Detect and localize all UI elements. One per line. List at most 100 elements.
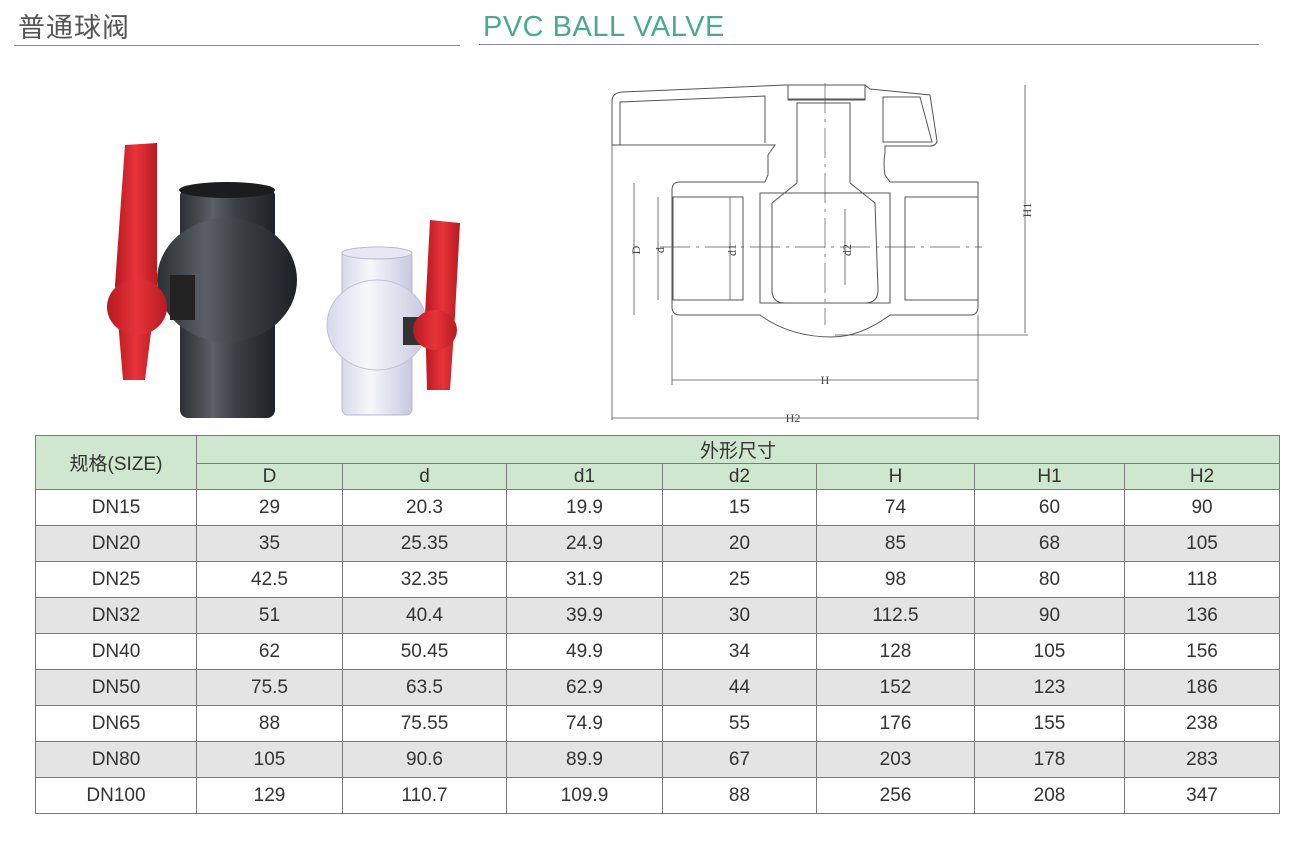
value-cell: 68 <box>974 525 1125 562</box>
value-cell: 80 <box>974 561 1125 598</box>
value-cell: 15 <box>662 489 817 526</box>
dim-label-H1: H1 <box>1020 203 1034 218</box>
value-cell: 55 <box>662 705 817 742</box>
column-header-d: d <box>342 463 507 490</box>
value-cell: 74 <box>816 489 975 526</box>
value-cell: 203 <box>816 741 975 778</box>
value-cell: 88 <box>196 705 343 742</box>
clear-valve-image <box>326 220 460 416</box>
value-cell: 31.9 <box>506 561 663 598</box>
table-row: DN15 29 20.3 19.9 15 74 60 90 <box>35 489 1281 526</box>
value-cell: 25.35 <box>342 525 507 562</box>
value-cell: 62 <box>196 633 343 670</box>
size-cell: DN40 <box>35 633 197 670</box>
value-cell: 75.5 <box>196 669 343 706</box>
column-header-h1: H1 <box>974 463 1125 490</box>
value-cell: 118 <box>1123 561 1281 598</box>
value-cell: 89.9 <box>506 741 663 778</box>
value-cell: 176 <box>816 705 975 742</box>
value-cell: 136 <box>1123 597 1281 634</box>
value-cell: 62.9 <box>506 669 663 706</box>
value-cell: 112.5 <box>816 597 975 634</box>
table-row: DN32 51 40.4 39.9 30 112.5 90 136 <box>35 597 1281 634</box>
column-header-d2: d2 <box>662 463 817 490</box>
value-cell: 63.5 <box>342 669 507 706</box>
value-cell: 74.9 <box>506 705 663 742</box>
dim-label-d1: d1 <box>725 244 739 256</box>
dim-label-D: D <box>629 245 643 254</box>
column-header-d: D <box>196 463 343 490</box>
dimension-lines <box>611 85 1028 420</box>
value-cell: 90.6 <box>342 741 507 778</box>
value-cell: 178 <box>974 741 1125 778</box>
value-cell: 30 <box>662 597 817 634</box>
dark-valve-image <box>107 143 297 418</box>
value-cell: 105 <box>196 741 343 778</box>
value-cell: 238 <box>1123 705 1281 742</box>
value-cell: 123 <box>974 669 1125 706</box>
value-cell: 51 <box>196 597 343 634</box>
value-cell: 105 <box>974 633 1125 670</box>
table-row: DN20 35 25.35 24.9 20 85 68 105 <box>35 525 1281 562</box>
center-lines <box>660 83 982 325</box>
value-cell: 109.9 <box>506 777 663 814</box>
value-cell: 208 <box>974 777 1125 814</box>
column-header-h2: H2 <box>1123 463 1281 490</box>
table-row: DN50 75.5 63.5 62.9 44 152 123 186 <box>35 669 1281 706</box>
column-header-h: H <box>816 463 975 490</box>
size-cell: DN15 <box>35 489 197 526</box>
value-cell: 88 <box>662 777 817 814</box>
value-cell: 19.9 <box>506 489 663 526</box>
value-cell: 152 <box>816 669 975 706</box>
dim-label-H2: H2 <box>786 411 801 425</box>
table-row: DN80 105 90.6 89.9 67 203 178 283 <box>35 741 1281 778</box>
value-cell: 29 <box>196 489 343 526</box>
value-cell: 44 <box>662 669 817 706</box>
value-cell: 25 <box>662 561 817 598</box>
size-cell: DN100 <box>35 777 197 814</box>
dimensions-group-header: 外形尺寸 <box>195 435 1281 464</box>
size-cell: DN80 <box>35 741 197 778</box>
value-cell: 40.4 <box>342 597 507 634</box>
value-cell: 42.5 <box>196 561 343 598</box>
value-cell: 283 <box>1123 741 1281 778</box>
dim-label-H: H <box>821 373 830 387</box>
title-divider-left <box>14 45 460 46</box>
table-row: DN65 88 75.55 74.9 55 176 155 238 <box>35 705 1281 742</box>
size-cell: DN32 <box>35 597 197 634</box>
size-cell: DN50 <box>35 669 197 706</box>
dim-label-d2: d2 <box>840 244 854 256</box>
value-cell: 50.45 <box>342 633 507 670</box>
value-cell: 24.9 <box>506 525 663 562</box>
value-cell: 39.9 <box>506 597 663 634</box>
size-cell: DN20 <box>35 525 197 562</box>
value-cell: 34 <box>662 633 817 670</box>
title-divider-right <box>479 44 1259 45</box>
value-cell: 20 <box>662 525 817 562</box>
value-cell: 128 <box>816 633 975 670</box>
value-cell: 90 <box>974 597 1125 634</box>
page-title-english: PVC BALL VALVE <box>483 11 725 43</box>
value-cell: 32.35 <box>342 561 507 598</box>
value-cell: 60 <box>974 489 1125 526</box>
value-cell: 85 <box>816 525 975 562</box>
value-cell: 347 <box>1123 777 1281 814</box>
value-cell: 110.7 <box>342 777 507 814</box>
page-title-chinese: 普通球阀 <box>18 13 130 43</box>
value-cell: 67 <box>662 741 817 778</box>
table-row: DN40 62 50.45 49.9 34 128 105 156 <box>35 633 1281 670</box>
value-cell: 105 <box>1123 525 1281 562</box>
table-row: DN100 129 110.7 109.9 88 256 208 347 <box>35 777 1281 814</box>
value-cell: 90 <box>1123 489 1281 526</box>
dimension-drawing: D d d1 d2 H1 H H2 <box>611 83 1034 425</box>
product-photo <box>107 143 460 418</box>
size-cell: DN65 <box>35 705 197 742</box>
value-cell: 98 <box>816 561 975 598</box>
value-cell: 256 <box>816 777 975 814</box>
table-row: DN25 42.5 32.35 31.9 25 98 80 118 <box>35 561 1281 598</box>
value-cell: 20.3 <box>342 489 507 526</box>
value-cell: 155 <box>974 705 1125 742</box>
value-cell: 75.55 <box>342 705 507 742</box>
